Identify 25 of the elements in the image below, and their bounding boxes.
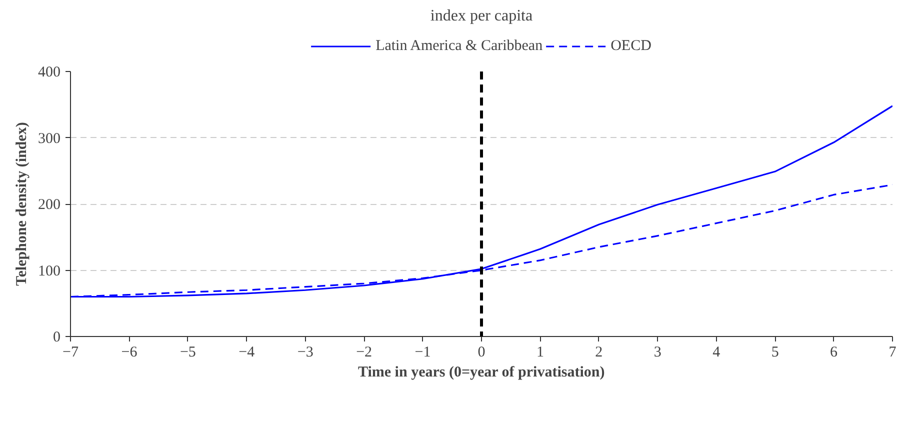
x-tick-label: −2 (356, 344, 372, 360)
x-tick-label: 1 (536, 344, 544, 360)
y-axis-title: Telephone density (index) (14, 122, 30, 286)
chart-title: index per capita (430, 8, 533, 24)
x-tick-label: 2 (595, 344, 603, 360)
x-tick-label: −1 (414, 344, 431, 360)
x-axis-title: Time in years (0=year of privatisation) (358, 364, 605, 380)
legend-label: Latin America & Caribbean (376, 38, 543, 54)
x-tick-label: −3 (297, 344, 314, 360)
x-tick-label: 6 (830, 344, 838, 360)
y-tick-label: 300 (38, 130, 60, 147)
x-tick-label: −5 (180, 344, 196, 360)
x-tick-label: 5 (771, 344, 779, 360)
x-tick-label: 7 (888, 344, 897, 360)
x-tick-label: −6 (121, 344, 138, 360)
y-tick-label: 200 (38, 197, 60, 213)
x-tick-label: 0 (478, 344, 486, 360)
y-tick-label: 0 (53, 330, 60, 346)
legend-label: OECD (610, 38, 652, 54)
y-tick-label: 400 (38, 64, 60, 80)
x-tick-label: −7 (62, 344, 79, 360)
x-tick-label: 4 (712, 344, 721, 360)
x-tick-label: 3 (654, 344, 662, 360)
x-tick-label: −4 (238, 344, 256, 360)
y-tick-label: 100 (38, 263, 60, 280)
